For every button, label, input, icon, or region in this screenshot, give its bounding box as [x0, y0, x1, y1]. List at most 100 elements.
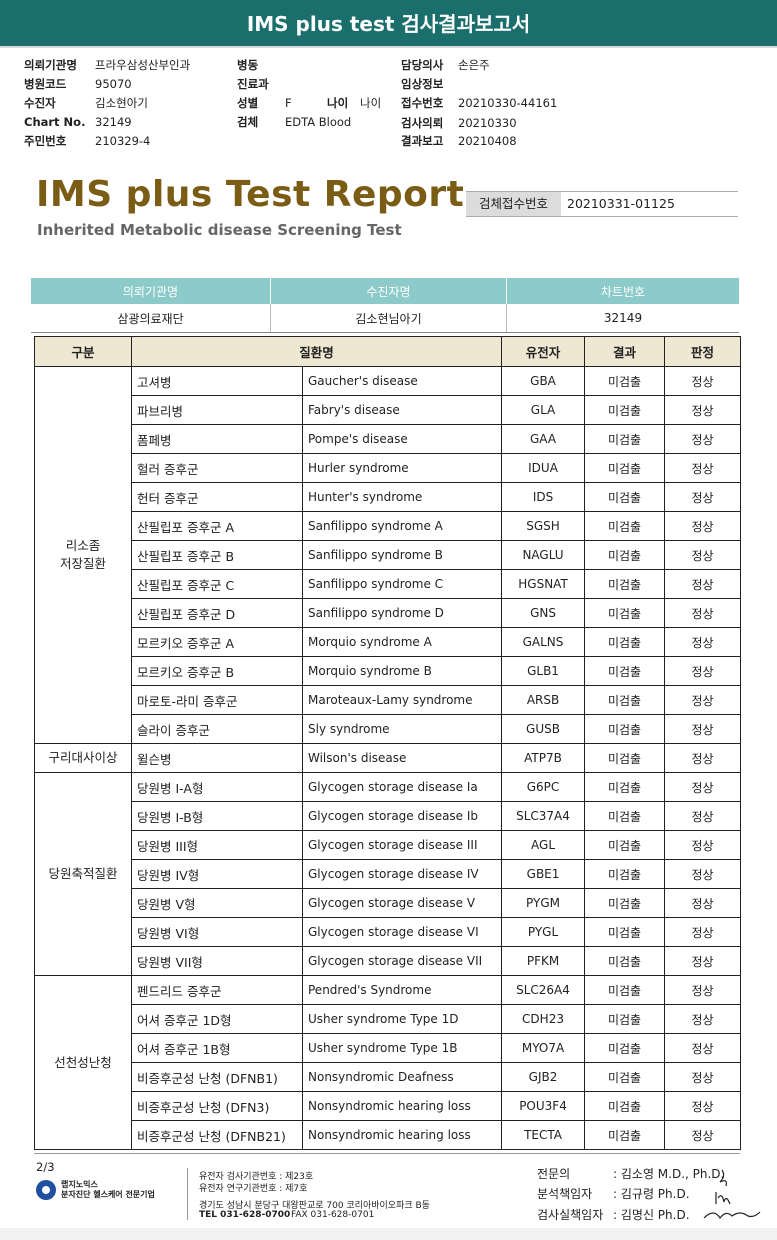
- gene-cell: ARSB: [501, 685, 586, 715]
- category-cell: 구리대사이상: [34, 743, 132, 773]
- table-row: 리소좀 저장질환 고셔병 Gaucher's disease GBA 미검출 정상: [34, 366, 742, 744]
- judgment-cell: 정상: [664, 1062, 742, 1092]
- gene-cell: PYGM: [501, 888, 586, 918]
- table-row: 산필립포 증후군 C Sanfilippo syndrome C HGSNAT 미검출…: [35, 569, 742, 599]
- result-cell: 미검출: [584, 366, 666, 396]
- disease-name-kr: 산필립포 증후군 D: [131, 598, 303, 628]
- meta-mid-0-label: 병동: [237, 58, 259, 72]
- meta-right-1-label: 임상정보: [401, 77, 444, 91]
- meta-mid-2: 성별 F: [237, 95, 292, 111]
- lab-address: 경기도 성남시 분당구 대왕판교로 700 코리아바이오파크 B동: [199, 1201, 430, 1211]
- meta-right-2-label: 접수번호: [401, 96, 444, 110]
- disease-name-kr: 당원병 IV형: [131, 859, 303, 889]
- disease-name-kr: 헐러 증후군: [131, 453, 303, 483]
- table-row: 당원병 IV형 Glycogen storage disease IV GBE1 미검…: [35, 859, 742, 889]
- results-table: 구분 질환명 유전자 결과 판정 리소좀 저장질환 고셔병 Gaucher's di…: [34, 336, 742, 1150]
- disease-name-kr: 비증후군성 난청 (DFNB1): [131, 1062, 303, 1092]
- disease-name-kr: 당원병 VI형: [131, 917, 303, 947]
- meta-left-1-label: 병원코드: [24, 77, 67, 91]
- gene-cell: AGL: [501, 830, 586, 860]
- disease-name-en: Glycogen storage disease VI: [301, 917, 503, 947]
- meta-right-0: 담당의사 손은주: [401, 57, 490, 73]
- meta-right-4: 결과보고 20210408: [401, 133, 517, 149]
- lab-fax: FAX 031-628-0701: [291, 1210, 375, 1220]
- meta-left-2-label: 수진자: [24, 96, 56, 110]
- result-cell: 미검출: [584, 830, 666, 860]
- table-row: 당원축적질환 당원병 I-A형 Glycogen storage disease I…: [34, 772, 742, 976]
- gene-cell: GBA: [501, 366, 586, 396]
- meta-right-2-value: 20210330-44161: [458, 96, 558, 110]
- result-cell: 미검출: [584, 772, 666, 802]
- meta-right-3-label: 검사의뢰: [401, 116, 444, 130]
- meta-right-4-value: 20210408: [458, 134, 517, 148]
- table-row: 마로토-라미 증후군 Maroteaux-Lamy syndrome ARSB 미검출…: [35, 685, 742, 715]
- disease-name-en: Sanfilippo syndrome D: [301, 598, 503, 628]
- table-row: 슬라이 증후군 Sly syndrome GUSB 미검출 정상: [35, 714, 742, 744]
- disease-name-kr: 산필립포 증후군 B: [131, 540, 303, 570]
- disease-name-en: Sanfilippo syndrome C: [301, 569, 503, 599]
- gene-cell: GJB2: [501, 1062, 586, 1092]
- result-cell: 미검출: [584, 569, 666, 599]
- disease-name-kr: 슬라이 증후군: [131, 714, 303, 744]
- judgment-cell: 정상: [664, 1120, 742, 1150]
- disease-name-en: Gaucher's disease: [301, 366, 503, 396]
- disease-name-en: Pompe's disease: [301, 424, 503, 454]
- meta-right-3: 검사의뢰 20210330: [401, 115, 517, 131]
- info-chart: 32149: [506, 304, 739, 333]
- table-row: 어셔 증후군 1B형 Usher syndrome Type 1B MYO7A 미검출…: [35, 1033, 742, 1063]
- gene-cell: SGSH: [501, 511, 586, 541]
- result-cell: 미검출: [584, 685, 666, 715]
- gene-cell: GLA: [501, 395, 586, 425]
- info-header-patient: 수진자명: [270, 278, 507, 304]
- meta-mid-3: 검체 EDTA Blood: [237, 114, 351, 130]
- footer-divider: [34, 1153, 740, 1154]
- result-cell: 미검출: [584, 511, 666, 541]
- result-cell: 미검출: [584, 627, 666, 657]
- table-row: 헌터 증후군 Hunter's syndrome IDS 미검출 정상: [35, 482, 742, 512]
- logo-tagline: 분자진단 헬스케어 전문기업: [61, 1190, 155, 1199]
- result-cell: 미검출: [584, 1062, 666, 1092]
- gene-cell: GALNS: [501, 627, 586, 657]
- gene-cell: G6PC: [501, 772, 586, 802]
- judgment-cell: 정상: [664, 366, 742, 396]
- disease-name-kr: 당원병 V형: [131, 888, 303, 918]
- table-row: 헐러 증후군 Hurler syndrome IDUA 미검출 정상: [35, 453, 742, 483]
- meta-left-0-label: 의뢰기관명: [24, 58, 77, 72]
- meta-age-label: 나이: [327, 96, 349, 110]
- patient-info-table: 의뢰기관명 수진자명 차트번호 삼광의료재단 김소현님아기 32149: [31, 278, 739, 333]
- table-row: 모르키오 증후군 A Morquio syndrome A GALNS 미검출 정상: [35, 627, 742, 657]
- gene-cell: GBE1: [501, 859, 586, 889]
- lab-registration-2: 유전자 연구기관번호 : 제7호: [199, 1184, 308, 1194]
- meta-left-2-value: 김소현아기: [95, 96, 148, 110]
- gene-cell: IDUA: [501, 453, 586, 483]
- gene-cell: SLC37A4: [501, 801, 586, 831]
- judgment-cell: 정상: [664, 598, 742, 628]
- gene-cell: HGSNAT: [501, 569, 586, 599]
- disease-name-kr: 모르키오 증후군 A: [131, 627, 303, 657]
- disease-name-kr: 산필립포 증후군 A: [131, 511, 303, 541]
- disease-name-kr: 펜드리드 증후군: [131, 975, 303, 1005]
- result-cell: 미검출: [584, 888, 666, 918]
- judgment-cell: 정상: [664, 917, 742, 947]
- judgment-cell: 정상: [664, 859, 742, 889]
- result-cell: 미검출: [584, 946, 666, 976]
- judgment-cell: 정상: [664, 1033, 742, 1063]
- gene-cell: IDS: [501, 482, 586, 512]
- disease-name-en: Hunter's syndrome: [301, 482, 503, 512]
- result-cell: 미검출: [584, 743, 666, 773]
- gene-cell: GLB1: [501, 656, 586, 686]
- result-cell: 미검출: [584, 975, 666, 1005]
- disease-name-en: Nonsyndromic hearing loss: [301, 1091, 503, 1121]
- disease-name-kr: 윌슨병: [131, 743, 303, 773]
- judgment-cell: 정상: [664, 627, 742, 657]
- table-row: 폼페병 Pompe's disease GAA 미검출 정상: [35, 424, 742, 454]
- disease-name-en: Morquio syndrome A: [301, 627, 503, 657]
- result-cell: 미검출: [584, 1120, 666, 1150]
- gene-cell: SLC26A4: [501, 975, 586, 1005]
- category-cell: 선천성난청: [34, 975, 132, 1150]
- col-header-result: 결과: [584, 336, 666, 367]
- table-row: 산필립포 증후군 B Sanfilippo syndrome B NAGLU 미검출 정…: [35, 540, 742, 570]
- report-subtitle: Inherited Metabolic disease Screening Te…: [37, 221, 402, 239]
- receipt-number-box: 검체접수번호 20210331-01125: [466, 191, 738, 217]
- disease-name-kr: 당원병 VII형: [131, 946, 303, 976]
